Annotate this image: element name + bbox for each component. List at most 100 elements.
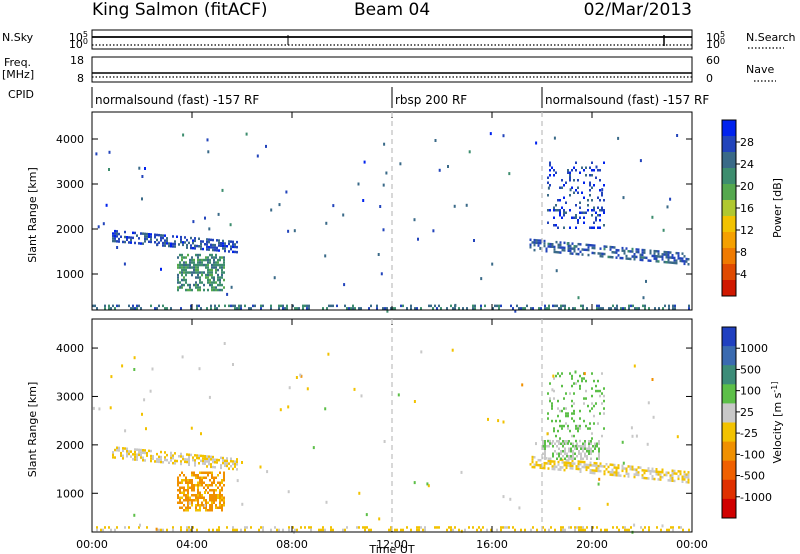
power-panel-echo: [428, 304, 430, 308]
power-panel-scatter: [207, 150, 210, 154]
velocity-panel-echo: [539, 466, 542, 469]
power-panel-echo: [195, 286, 197, 289]
velocity-panel-echo: [177, 494, 179, 497]
velocity-panel-echo: [575, 439, 577, 443]
power-panel-echo: [200, 247, 202, 251]
power-panel-echo: [219, 258, 221, 262]
velocity-panel-scatter: [378, 517, 381, 521]
power-panel-echo: [160, 239, 162, 242]
velocity-panel-echo: [134, 455, 136, 459]
velocity-panel-echo: [573, 434, 575, 438]
power-panel-echo: [530, 307, 532, 310]
power-panel-echo: [498, 307, 500, 310]
velocity-panel-scatter: [143, 398, 146, 402]
power-panel-echo: [124, 230, 126, 234]
velocity-panel-echo: [206, 457, 208, 461]
velocity-panel-echo: [600, 528, 602, 532]
power-panel-echo: [601, 206, 603, 209]
velocity-panel-echo: [659, 475, 662, 479]
power-panel-echo: [217, 273, 219, 277]
power-panel-echo: [194, 239, 196, 243]
power-panel-echo: [209, 281, 211, 284]
power-panel-echo: [575, 252, 578, 256]
power-panel-echo: [116, 232, 118, 236]
power-panel-scatter: [212, 277, 215, 281]
velocity-panel-echo: [579, 374, 581, 378]
power-panel-scatter: [465, 203, 468, 207]
velocity-panel-scatter: [383, 440, 386, 443]
power-panel-echo: [112, 237, 114, 240]
velocity-panel-echo: [211, 501, 213, 504]
velocity-panel-echo: [126, 450, 128, 453]
velocity-panel-echo: [583, 460, 586, 464]
velocity-panel-echo: [601, 465, 604, 468]
velocity-panel-echo: [672, 528, 674, 532]
power-panel-echo: [569, 252, 572, 255]
velocity-panel-echo: [260, 526, 262, 529]
velocity-panel-ytick-label: 4000: [56, 342, 84, 355]
velocity-panel-echo: [645, 477, 648, 480]
velocity-panel-echo: [568, 440, 570, 443]
velocity-panel-echo: [180, 452, 182, 456]
velocity-panel-colorbar-segment: [722, 403, 736, 423]
power-panel-echo: [601, 255, 604, 258]
velocity-panel-scatter: [661, 524, 664, 528]
velocity-panel-echo: [593, 471, 596, 475]
velocity-panel-echo: [132, 458, 134, 461]
power-panel-echo: [549, 174, 551, 177]
power-panel-echo: [655, 260, 658, 263]
velocity-panel-echo: [582, 526, 584, 529]
power-panel-echo: [529, 243, 532, 246]
velocity-panel-echo: [627, 475, 630, 478]
power-panel-echo: [191, 258, 193, 262]
power-panel-echo: [641, 253, 644, 257]
power-panel-echo: [228, 242, 230, 246]
velocity-panel-echo: [556, 457, 558, 460]
velocity-panel-echo: [187, 504, 189, 507]
power-panel-echo: [599, 214, 601, 217]
velocity-panel-scatter: [139, 523, 141, 527]
power-panel-echo: [591, 161, 593, 164]
velocity-panel-echo: [568, 450, 570, 453]
power-panel-colorbar-tick-label: 8: [740, 246, 747, 259]
power-panel-echo: [537, 244, 540, 247]
power-panel-echo: [598, 304, 600, 308]
power-panel-echo: [284, 307, 286, 310]
velocity-panel-echo: [197, 484, 199, 487]
noise-right-tick-label: 100: [706, 37, 725, 51]
power-panel-echo: [569, 171, 571, 174]
velocity-panel-echo: [579, 470, 582, 473]
velocity-panel-echo: [592, 445, 594, 448]
power-panel-echo: [569, 174, 571, 177]
power-panel-echo: [222, 244, 224, 248]
velocity-panel-scatter: [133, 356, 136, 360]
power-panel-echo: [599, 199, 601, 202]
velocity-panel-echo: [567, 424, 569, 428]
power-panel-scatter: [357, 182, 360, 186]
velocity-panel-echo: [560, 452, 562, 455]
velocity-panel-echo: [559, 419, 561, 423]
power-panel-echo: [659, 255, 662, 258]
velocity-panel-echo: [661, 471, 664, 474]
power-panel-echo: [633, 258, 636, 261]
power-panel-echo: [140, 307, 142, 310]
velocity-panel-echo: [586, 447, 588, 450]
velocity-panel-echo: [562, 528, 564, 532]
power-panel-echo: [164, 241, 166, 245]
velocity-panel-echo: [589, 422, 591, 425]
velocity-panel-echo: [166, 458, 168, 462]
velocity-panel-echo: [593, 464, 596, 467]
power-panel-echo: [184, 241, 186, 244]
power-panel-echo: [466, 307, 468, 310]
velocity-panel-echo: [194, 459, 196, 462]
velocity-panel-echo: [292, 526, 294, 529]
velocity-panel-echo: [112, 453, 114, 457]
power-panel-echo: [614, 307, 616, 310]
velocity-panel-echo: [193, 494, 195, 497]
velocity-panel-echo: [177, 501, 179, 504]
velocity-panel-echo: [223, 504, 225, 507]
power-panel-echo: [430, 304, 432, 308]
power-panel-echo: [197, 256, 199, 259]
power-panel-echo: [665, 261, 668, 264]
velocity-panel-echo: [574, 452, 576, 455]
